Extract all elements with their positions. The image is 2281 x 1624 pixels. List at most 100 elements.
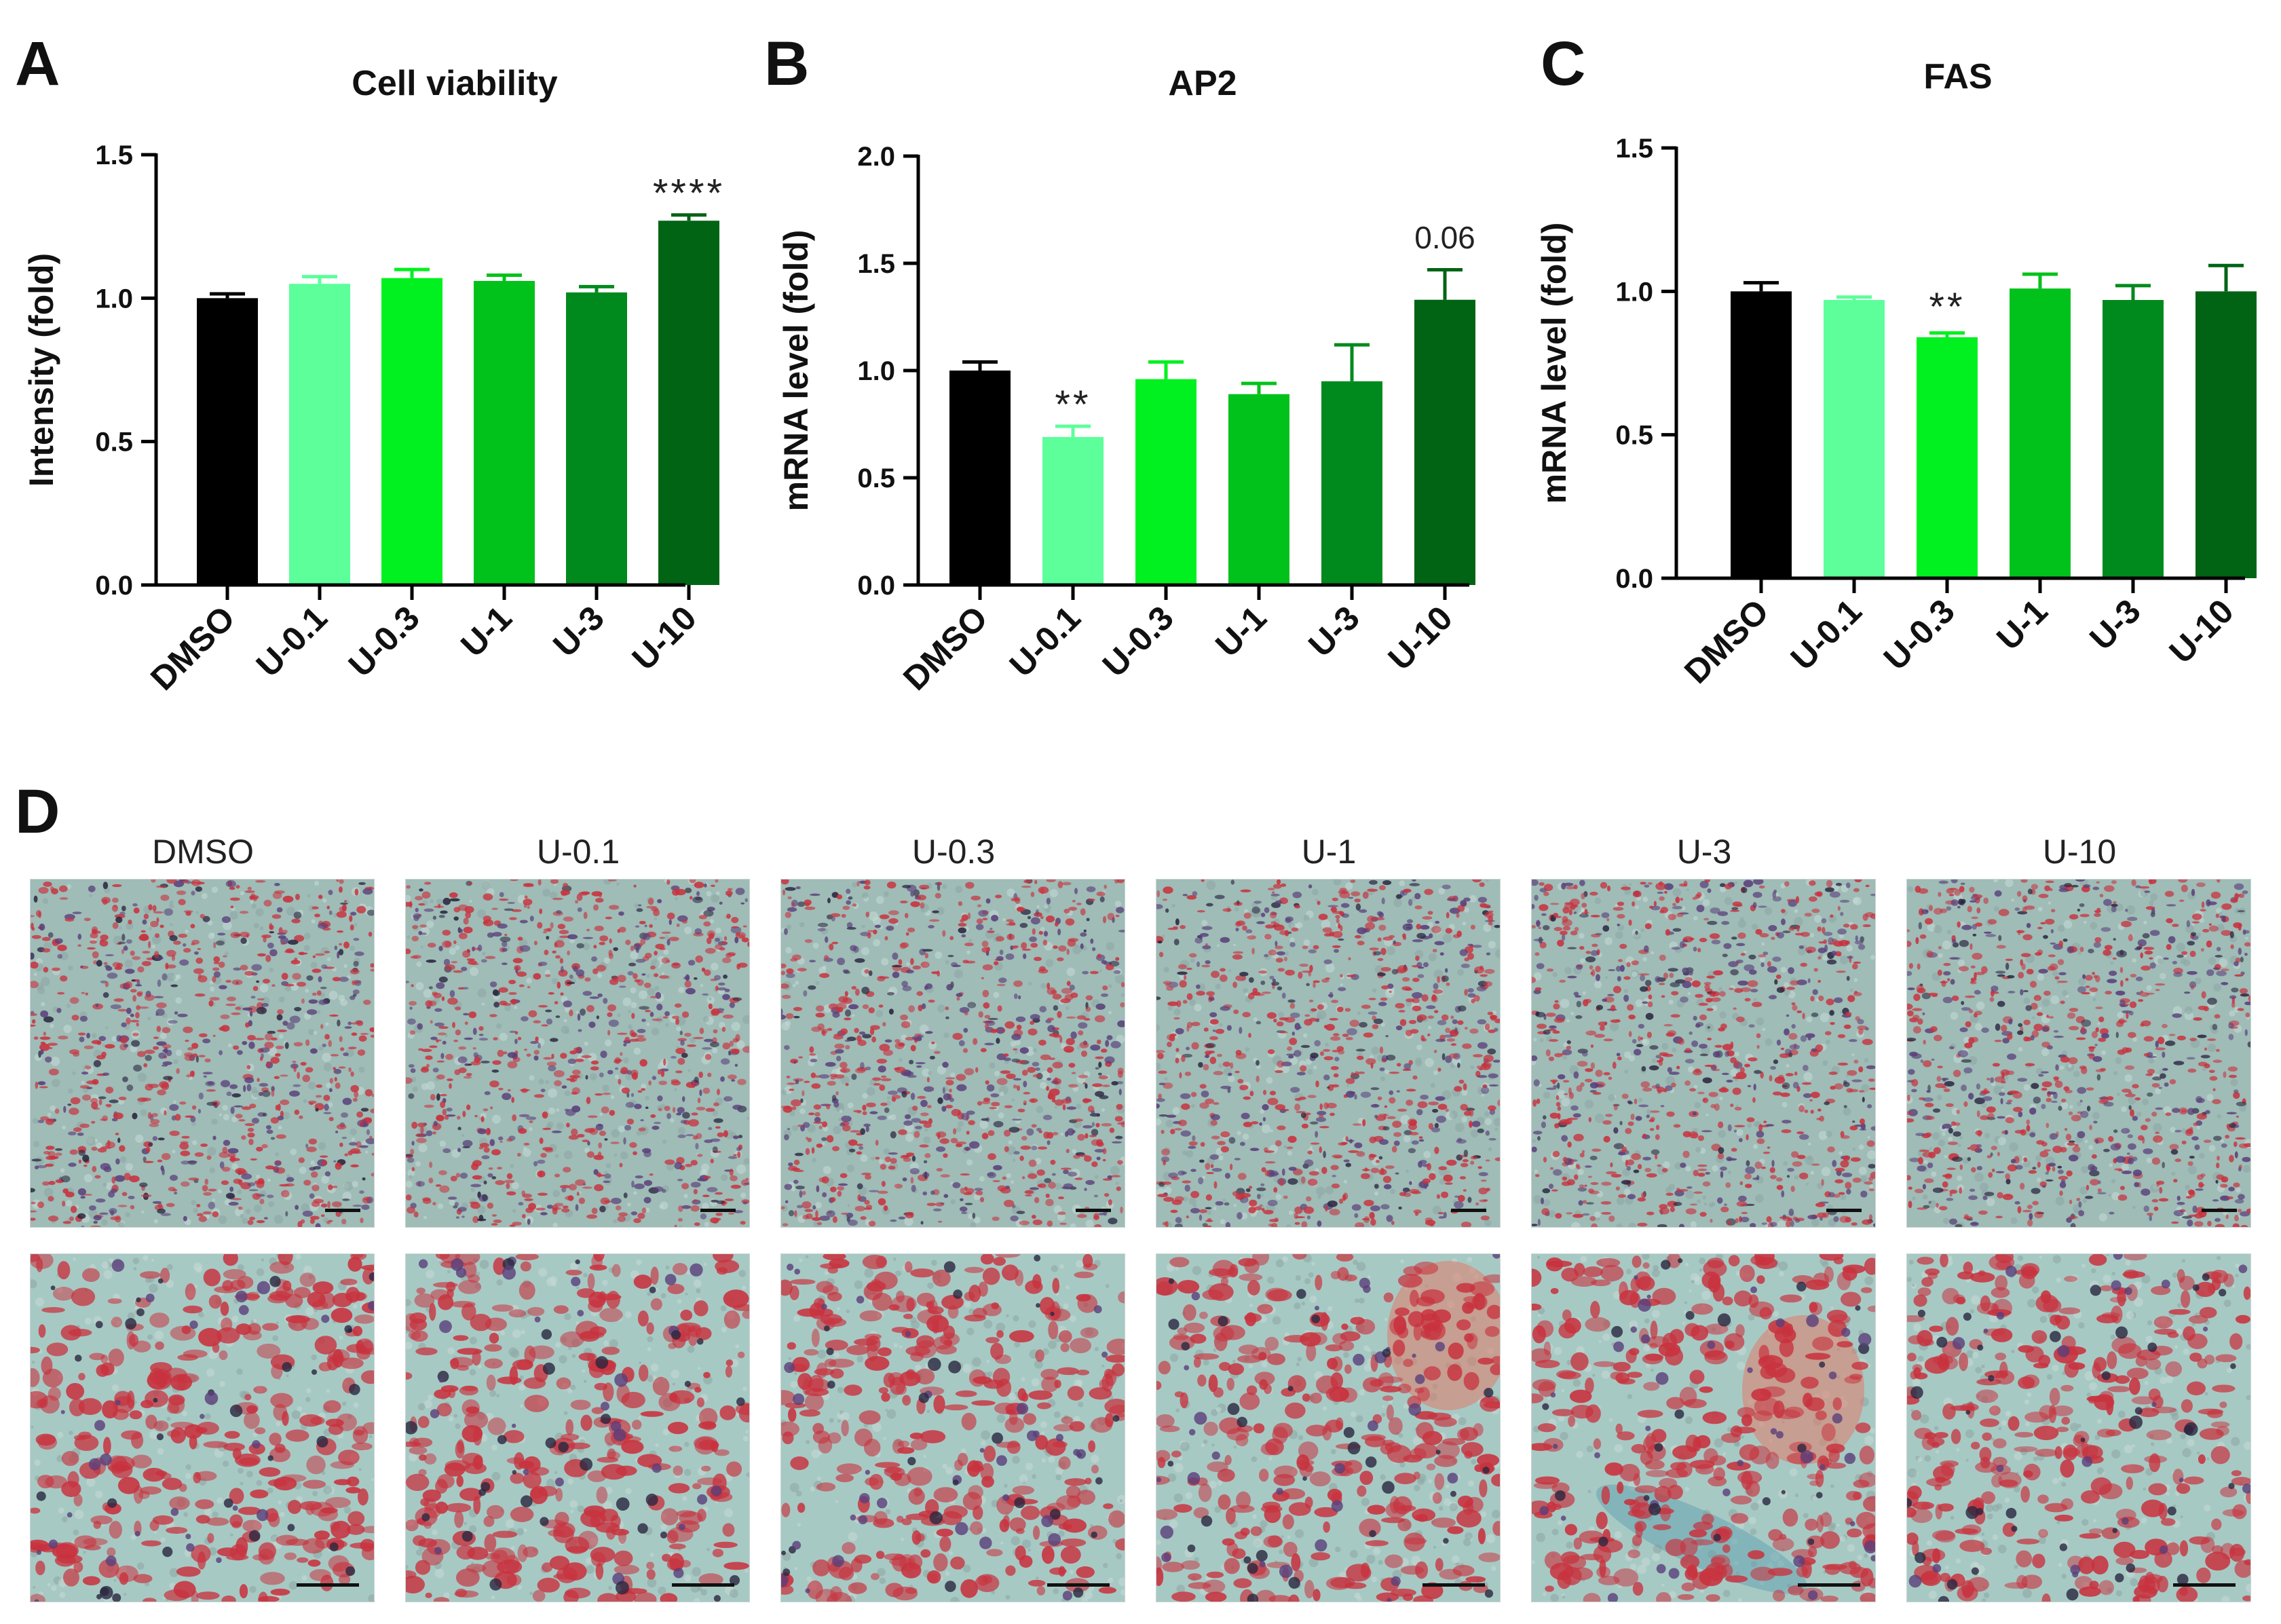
scale-bar	[1826, 1209, 1862, 1212]
x-tick-label: U-0.1	[1784, 592, 1869, 677]
chart-title: Cell viability	[352, 64, 558, 103]
bar-u3	[566, 292, 627, 585]
micro-label-u3: U-3	[1676, 833, 1732, 871]
micrograph-low-u1	[1156, 879, 1501, 1228]
micrograph-low-dmso	[30, 879, 375, 1228]
bar-u03	[381, 278, 442, 585]
scale-bar	[1422, 1583, 1485, 1587]
micrograph-low-u3	[1531, 879, 1876, 1228]
panel-label-b: B	[764, 29, 810, 98]
x-tick-label: U-0.3	[1095, 599, 1181, 684]
bar-dmso	[949, 371, 1011, 585]
bar-u10	[658, 221, 719, 585]
x-tick-label: U-0.1	[249, 599, 335, 684]
micrograph-high-u03	[780, 1253, 1125, 1602]
stained-cells-image	[1532, 1254, 1875, 1602]
scale-bar	[672, 1583, 734, 1587]
micrograph-high-u3	[1531, 1253, 1876, 1602]
panel-label-a: A	[15, 29, 60, 98]
bar-u1	[474, 280, 535, 585]
bar-dmso	[197, 298, 258, 585]
y-tick-label: 0.5	[857, 464, 895, 493]
panel-label-c: C	[1541, 29, 1586, 98]
micro-label-u03: U-0.3	[911, 833, 996, 871]
stained-cells-image	[1907, 880, 2250, 1227]
y-tick-label: 1.5	[1615, 134, 1653, 164]
bar-u03	[1917, 337, 1978, 578]
y-tick-label: 0.0	[95, 571, 133, 601]
bar-u10	[2195, 291, 2257, 578]
stained-cells-image	[406, 880, 749, 1227]
y-axis-label: mRNA level (fold)	[777, 230, 815, 512]
scale-bar	[2202, 1209, 2237, 1212]
x-tick-label: U-1	[453, 599, 519, 664]
stained-cells-image	[1156, 1254, 1500, 1602]
y-tick-label: 0.0	[857, 571, 895, 601]
scale-bar	[325, 1209, 360, 1212]
bar-u3	[1321, 381, 1382, 585]
scale-bar	[1047, 1583, 1110, 1587]
y-tick-label: 1.0	[95, 284, 133, 314]
micrograph-high-u10	[1906, 1253, 2251, 1602]
panel-label-d: D	[15, 777, 60, 846]
y-tick-label: 0.5	[95, 428, 133, 457]
x-tick-label: U-10	[1381, 599, 1460, 677]
bar-u01	[1042, 436, 1104, 585]
bar-u1	[1228, 394, 1289, 585]
y-tick-label: 0.0	[1615, 564, 1653, 594]
micro-label-u10: U-10	[2042, 833, 2117, 871]
bar-u01	[1824, 300, 1885, 578]
significance-annotation: 0.06	[1414, 220, 1475, 255]
x-tick-label: U-3	[2082, 592, 2148, 658]
bar-dmso	[1731, 291, 1792, 578]
scale-bar	[2173, 1583, 2236, 1587]
micrograph-high-u01	[405, 1253, 750, 1602]
x-tick-label: U-0.3	[1877, 592, 1962, 677]
stained-cells-image	[1532, 880, 1875, 1227]
x-tick-label: U-3	[546, 599, 611, 664]
micro-label-dmso: DMSO	[152, 833, 254, 871]
stained-cells-image	[1156, 880, 1500, 1227]
scale-bar	[1798, 1583, 1860, 1587]
chart-cell-viability: Cell viability Intensity (fold) 0.0 0.5 1.0 1…	[22, 64, 725, 698]
stained-cells-image	[1907, 1254, 2250, 1602]
micro-label-u1: U-1	[1301, 833, 1357, 871]
stained-cells-image	[781, 880, 1125, 1227]
scale-bar	[700, 1209, 736, 1212]
x-tick-label: DMSO	[896, 599, 995, 698]
micrograph-low-u03	[780, 879, 1125, 1228]
micrograph-high-dmso	[30, 1253, 375, 1602]
micrograph-high-u1	[1156, 1253, 1501, 1602]
bar-u10	[1414, 299, 1475, 585]
scale-bar	[297, 1583, 359, 1587]
x-tick-label: U-0.1	[1002, 599, 1088, 684]
y-tick-label: 1.5	[95, 140, 133, 170]
x-tick-label: U-3	[1301, 599, 1367, 664]
y-tick-label: 1.5	[857, 249, 895, 279]
y-tick-label: 1.0	[857, 356, 895, 386]
bar-u01	[289, 284, 350, 585]
chart-title: FAS	[1923, 57, 1992, 96]
bar-u1	[2010, 288, 2071, 578]
significance-annotation: **	[1055, 383, 1091, 427]
bar-u03	[1135, 379, 1196, 585]
y-axis-label: Intensity (fold)	[22, 253, 60, 487]
significance-annotation: ****	[653, 172, 725, 216]
x-tick-label: U-10	[2162, 592, 2241, 671]
x-tick-label: U-1	[1208, 599, 1274, 664]
stained-cells-image	[406, 1254, 749, 1602]
stained-cells-image	[781, 1254, 1125, 1602]
y-tick-label: 0.5	[1615, 421, 1653, 451]
y-axis-label: mRNA level (fold)	[1535, 223, 1573, 504]
y-tick-label: 2.0	[857, 142, 895, 172]
y-tick-label: 1.0	[1615, 277, 1653, 307]
significance-annotation: **	[1929, 285, 1965, 329]
bar-u3	[2103, 300, 2164, 578]
x-tick-label: U-10	[625, 599, 704, 677]
micro-label-u01: U-0.1	[536, 833, 620, 871]
scale-bar	[1076, 1209, 1111, 1212]
stained-cells-image	[31, 1254, 374, 1602]
